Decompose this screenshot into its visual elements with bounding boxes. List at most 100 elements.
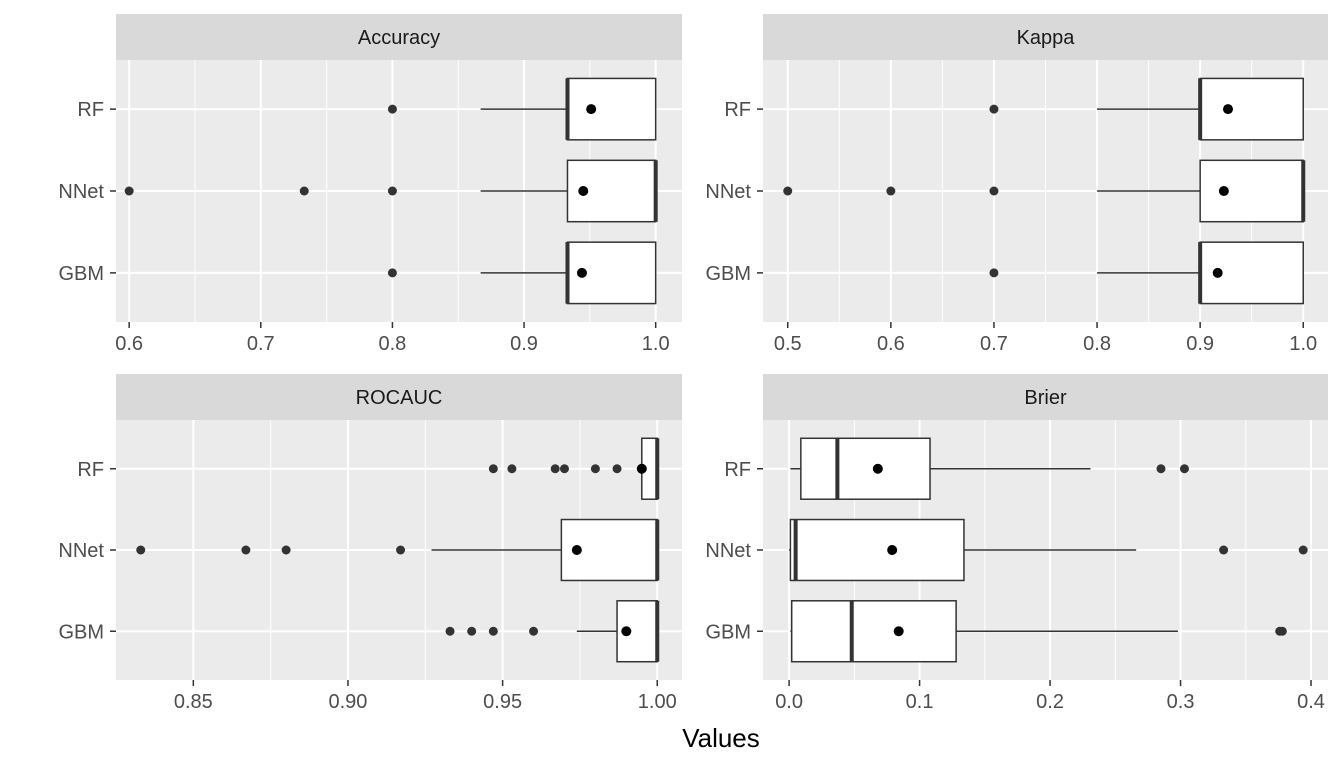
mean-point bbox=[1218, 186, 1229, 196]
panel-rocauc: ROCAUC 0.85 0.90 0.95 1.00 GBM NNet RF bbox=[58, 374, 682, 713]
outlier-point bbox=[241, 545, 251, 555]
outlier-point bbox=[989, 104, 999, 114]
x-tick-label: 0.8 bbox=[1083, 333, 1111, 355]
box-iqr bbox=[1199, 77, 1305, 141]
panel-title: Accuracy bbox=[358, 27, 440, 49]
outlier-point bbox=[989, 186, 999, 196]
box-rf bbox=[387, 77, 657, 141]
outlier-point bbox=[989, 268, 999, 278]
box-nnet bbox=[789, 518, 1308, 582]
panel-strip bbox=[763, 374, 1328, 420]
box-iqr bbox=[566, 77, 657, 141]
outlier-point bbox=[1219, 545, 1229, 555]
box-rf bbox=[790, 437, 1189, 500]
box-iqr bbox=[790, 600, 957, 663]
x-tick-label: 0.7 bbox=[980, 333, 1008, 355]
mean-point bbox=[586, 104, 597, 115]
box-nnet bbox=[783, 159, 1306, 223]
outlier-point bbox=[387, 186, 397, 196]
panel-brier: Brier 0.0 0.1 0.2 0.3 0.4 GBM NNet RF bbox=[705, 374, 1328, 713]
mean-point bbox=[893, 626, 904, 637]
outlier-point bbox=[467, 626, 477, 636]
outlier-point bbox=[507, 464, 517, 474]
x-tick-label: 1.0 bbox=[1289, 333, 1317, 355]
outlier-point bbox=[1179, 464, 1189, 474]
outlier-point bbox=[783, 186, 793, 196]
panel-strip bbox=[763, 14, 1328, 60]
panel-title: Kappa bbox=[1017, 27, 1076, 49]
x-tick-label: 0.95 bbox=[483, 691, 522, 713]
x-tick-label: 1.00 bbox=[638, 691, 677, 713]
y-tick-label: GBM bbox=[705, 263, 751, 285]
outlier-point bbox=[550, 464, 560, 474]
outlier-point bbox=[396, 545, 406, 555]
x-tick-label: 0.90 bbox=[328, 691, 367, 713]
panel-strip bbox=[116, 14, 682, 60]
mean-point bbox=[578, 186, 589, 196]
outlier-point bbox=[136, 545, 146, 555]
x-tick-label: 0.1 bbox=[906, 691, 934, 713]
x-tick-label: 0.9 bbox=[1186, 333, 1214, 355]
mean-point bbox=[576, 267, 587, 278]
outlier-point bbox=[1298, 545, 1308, 555]
box-gbm bbox=[790, 600, 1287, 663]
box-gbm bbox=[989, 241, 1305, 305]
box-gbm bbox=[387, 241, 657, 305]
mean-point bbox=[621, 626, 632, 637]
outlier-point bbox=[612, 464, 622, 474]
box-nnet bbox=[124, 159, 658, 223]
x-tick-label: 0.9 bbox=[510, 333, 538, 355]
x-tick-label: 0.4 bbox=[1297, 691, 1325, 713]
box-iqr bbox=[789, 518, 965, 582]
outlier-point bbox=[529, 626, 539, 636]
y-tick-label: RF bbox=[77, 459, 104, 481]
outlier-point bbox=[124, 186, 134, 196]
x-tick-label: 1.0 bbox=[642, 333, 670, 355]
x-axis-title: Values bbox=[682, 723, 760, 753]
y-tick-label: GBM bbox=[58, 621, 104, 643]
box-iqr bbox=[1199, 159, 1305, 223]
outlier-point bbox=[590, 464, 600, 474]
y-tick-label: RF bbox=[724, 99, 751, 121]
x-tick-label: 0.85 bbox=[174, 691, 213, 713]
outlier-point bbox=[387, 268, 397, 278]
x-tick-label: 0.6 bbox=[115, 333, 143, 355]
mean-point bbox=[887, 545, 898, 555]
outlier-point bbox=[445, 626, 455, 636]
outlier-point bbox=[559, 464, 569, 474]
panel-title: Brier bbox=[1024, 387, 1067, 409]
outlier-point bbox=[299, 186, 309, 196]
y-tick-label: GBM bbox=[58, 263, 104, 285]
panel-strip bbox=[116, 374, 682, 420]
mean-point bbox=[1212, 267, 1223, 278]
mean-point bbox=[571, 545, 582, 555]
x-tick-label: 0.3 bbox=[1167, 691, 1195, 713]
panel-title: ROCAUC bbox=[356, 387, 443, 409]
x-tick-label: 0.5 bbox=[774, 333, 802, 355]
y-tick-label: NNet bbox=[705, 540, 751, 562]
outlier-point bbox=[488, 464, 498, 474]
box-rf bbox=[989, 77, 1305, 141]
mean-point bbox=[872, 463, 883, 474]
box-gbm bbox=[445, 600, 660, 663]
x-tick-label: 0.2 bbox=[1036, 691, 1064, 713]
panel-kappa: Kappa 0.5 0.6 0.7 0.8 0.9 1.0 GBM NNet RF bbox=[705, 14, 1328, 355]
mean-point bbox=[1222, 104, 1233, 115]
outlier-point bbox=[281, 545, 291, 555]
y-tick-label: GBM bbox=[705, 621, 751, 643]
box-iqr bbox=[800, 437, 931, 500]
outlier-point bbox=[387, 104, 397, 114]
x-tick-label: 0.6 bbox=[877, 333, 905, 355]
box-nnet bbox=[136, 518, 660, 582]
outlier-point bbox=[1277, 626, 1287, 636]
outlier-point bbox=[886, 186, 896, 196]
outlier-point bbox=[488, 626, 498, 636]
x-tick-label: 0.7 bbox=[247, 333, 275, 355]
y-tick-label: NNet bbox=[705, 181, 751, 203]
outlier-point bbox=[1156, 464, 1166, 474]
y-tick-label: RF bbox=[724, 459, 751, 481]
box-rf bbox=[488, 437, 660, 500]
panel-accuracy: Accuracy 0.6 0.7 0.8 0.9 1.0 GBM NNet RF bbox=[58, 14, 682, 355]
y-tick-label: RF bbox=[77, 99, 104, 121]
